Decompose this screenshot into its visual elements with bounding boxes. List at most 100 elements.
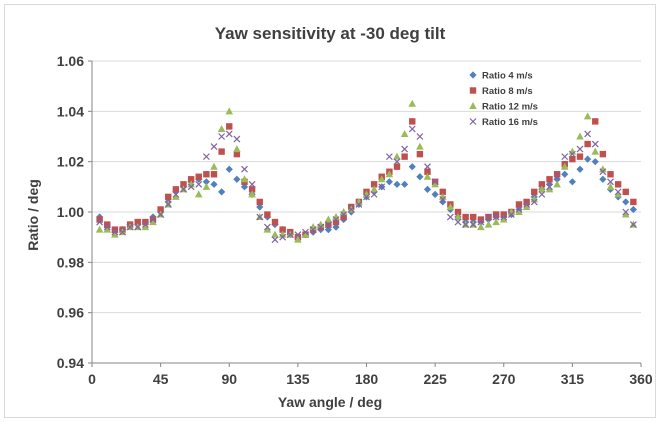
data-point (226, 123, 233, 130)
x-tick-label: 315 (561, 371, 585, 387)
data-point (401, 153, 408, 160)
data-point (454, 213, 462, 221)
legend-entry: Ratio 12 m/s (482, 102, 538, 113)
data-point (523, 201, 531, 208)
data-point (210, 162, 218, 170)
data-point (111, 228, 119, 236)
data-point (347, 206, 355, 213)
data-points (95, 99, 638, 244)
data-point (462, 213, 469, 221)
data-point (172, 190, 180, 198)
data-point (546, 183, 553, 191)
data-point (416, 142, 424, 150)
data-point (157, 211, 165, 218)
data-point (446, 202, 455, 210)
data-point (431, 190, 439, 198)
data-point (263, 225, 272, 233)
data-point (393, 163, 401, 170)
data-point (165, 193, 172, 201)
data-point (553, 180, 561, 188)
data-point (439, 195, 447, 203)
data-point (385, 178, 393, 186)
data-point (599, 150, 607, 158)
data-point (584, 130, 592, 138)
data-point (561, 170, 569, 178)
x-tick-label: 360 (629, 371, 653, 387)
data-point (416, 150, 424, 158)
data-point (103, 223, 111, 231)
data-point (378, 183, 386, 191)
data-point (576, 132, 584, 140)
data-point (538, 181, 546, 188)
legend: Ratio 4 m/s Ratio 8 m/s Ratio 12 m/s Ratio … (469, 71, 538, 128)
data-point (194, 190, 203, 198)
data-point (385, 170, 394, 178)
data-point (492, 211, 500, 218)
data-point (210, 171, 218, 178)
data-point (218, 188, 226, 196)
data-point (332, 216, 340, 223)
y-tick-label: 0.94 (57, 355, 84, 371)
data-point (301, 230, 310, 238)
data-point (302, 228, 309, 236)
data-point (568, 178, 576, 186)
legend-entry: Ratio 4 m/s (482, 71, 533, 82)
data-point (408, 99, 417, 107)
data-point (279, 226, 286, 233)
data-point (377, 175, 386, 183)
data-point (210, 180, 218, 188)
y-tick-label: 1.02 (57, 154, 84, 170)
data-point (591, 147, 600, 155)
data-point (393, 158, 401, 166)
data-point (485, 213, 492, 221)
data-point (622, 208, 630, 216)
data-point (248, 190, 256, 198)
chart-title: Yaw sensitivity at -30 deg tilt (215, 24, 446, 43)
data-point (431, 178, 439, 186)
data-point (111, 230, 119, 238)
data-point (484, 220, 493, 228)
data-point (324, 226, 332, 234)
data-point (470, 213, 477, 221)
data-point (385, 153, 393, 161)
data-point (324, 221, 332, 229)
legend-marker (469, 71, 477, 79)
data-point (332, 218, 340, 226)
data-point (446, 213, 454, 221)
x-tick-label: 0 (88, 371, 96, 387)
legend-entry: Ratio 8 m/s (482, 86, 533, 97)
data-point (629, 221, 637, 229)
data-point (423, 185, 432, 193)
data-point (248, 186, 256, 193)
data-point (264, 211, 271, 218)
data-point (233, 145, 241, 153)
data-point (531, 188, 538, 196)
data-point (477, 216, 485, 223)
data-point (546, 176, 553, 183)
data-point (202, 182, 211, 190)
data-point (180, 185, 187, 193)
data-point (218, 133, 226, 140)
data-point (164, 201, 172, 208)
data-point (294, 231, 302, 239)
data-point (104, 221, 111, 228)
data-point (408, 163, 416, 171)
data-point (538, 185, 546, 193)
data-point (606, 182, 615, 190)
data-point (340, 213, 347, 221)
data-point (142, 218, 149, 226)
data-point (203, 171, 210, 178)
data-point (530, 198, 538, 206)
data-point (103, 225, 112, 233)
data-point (370, 185, 378, 193)
legend-entry: Ratio 16 m/s (482, 117, 538, 128)
data-point (499, 215, 508, 223)
data-point (225, 165, 233, 173)
data-point (409, 118, 416, 125)
data-point (271, 218, 279, 226)
data-point (393, 152, 401, 160)
data-point (439, 198, 447, 206)
data-point (233, 175, 241, 183)
data-point (134, 218, 141, 226)
data-point (469, 221, 477, 229)
